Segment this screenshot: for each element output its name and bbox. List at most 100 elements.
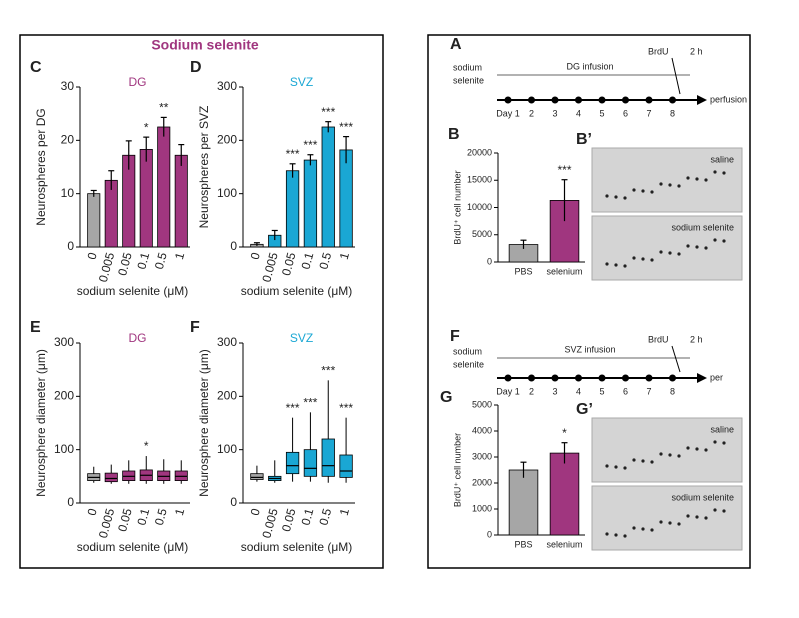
cell <box>677 184 681 188</box>
day: 8 <box>670 108 675 118</box>
cell <box>686 446 690 450</box>
treatment: selenite <box>453 75 484 85</box>
significance: *** <box>557 163 571 177</box>
cell <box>632 256 636 260</box>
x-tick-label: 0.5 <box>152 507 170 527</box>
x-tick-label: 0.1 <box>134 251 152 271</box>
x-tick-label: 0.5 <box>152 251 170 271</box>
y-axis-label: Neurosphere diameter (μm) <box>197 349 211 497</box>
panel-label: F <box>450 328 460 345</box>
significance: *** <box>286 147 300 161</box>
x-tick-label: 0.5 <box>316 251 334 271</box>
day-dot <box>669 96 676 104</box>
y-tick-label: 0 <box>487 529 492 539</box>
x-tick-label: 0.1 <box>299 507 317 527</box>
figure-title: Sodium selenite <box>151 37 259 53</box>
day-dot <box>504 374 512 382</box>
y-tick-label: 100 <box>217 186 237 200</box>
day: 4 <box>576 108 581 118</box>
cell <box>695 245 699 249</box>
panel-label: A <box>450 36 462 53</box>
day-dot <box>622 96 629 104</box>
y-tick-label: 300 <box>217 335 237 349</box>
y-tick-label: 200 <box>217 133 237 147</box>
y-axis-label: Neurospheres per SVZ <box>197 106 211 229</box>
day: 7 <box>646 108 651 118</box>
cell <box>650 528 654 532</box>
chart-title: SVZ <box>290 75 313 89</box>
cell <box>623 466 627 470</box>
box <box>321 438 335 477</box>
image-label: saline <box>710 154 734 164</box>
bar <box>104 179 118 248</box>
cell <box>722 171 726 175</box>
end: perfusion <box>710 94 747 104</box>
cell <box>659 182 663 186</box>
y-tick-label: 0 <box>230 495 237 509</box>
cell <box>686 514 690 518</box>
day: 6 <box>623 386 628 396</box>
y-axis-label: Neurosphere diameter (μm) <box>34 349 48 497</box>
treatment: selenite <box>453 359 484 369</box>
cell <box>704 448 708 452</box>
y-tick-label: 15000 <box>467 175 492 185</box>
x-tick-label: 0 <box>248 251 263 261</box>
x-tick-label: 0.05 <box>115 251 135 277</box>
x-tick-label: 0.05 <box>115 507 135 533</box>
day-dot <box>645 96 653 104</box>
day: 5 <box>599 108 604 118</box>
cell <box>614 263 618 267</box>
cell <box>677 454 681 458</box>
panel-label: F <box>190 319 200 336</box>
x-tick-label: 0.1 <box>134 507 152 527</box>
day: 4 <box>576 386 581 396</box>
y-axis-label: BrdU⁺ cell number <box>452 170 462 244</box>
y-tick-label: 200 <box>54 389 74 403</box>
cell <box>641 459 645 463</box>
x-tick-label: 0.005 <box>259 507 280 540</box>
significance: *** <box>339 120 353 134</box>
x-axis-label: sodium selenite (μM) <box>77 540 189 554</box>
significance: * <box>562 426 567 440</box>
x-tick-label: PBS <box>514 539 532 549</box>
cell <box>650 190 654 194</box>
day-dot <box>528 96 535 104</box>
left-frame <box>19 34 384 569</box>
day: 3 <box>552 108 557 118</box>
y-tick-label: 2000 <box>472 477 492 487</box>
y-tick-label: 10000 <box>467 202 492 212</box>
panel-label: G’ <box>576 401 593 418</box>
cell <box>713 508 717 512</box>
x-tick-label: 0.05 <box>279 251 299 277</box>
y-tick-label: 1000 <box>472 503 492 513</box>
cell <box>650 460 654 464</box>
significance: *** <box>339 401 353 415</box>
bar <box>339 149 353 248</box>
y-tick-label: 5000 <box>472 229 492 239</box>
x-tick-label: selenium <box>546 539 582 549</box>
day: 7 <box>646 386 651 396</box>
end: per <box>710 372 723 382</box>
cell <box>632 458 636 462</box>
day: 6 <box>623 108 628 118</box>
y-tick-label: 300 <box>217 79 237 93</box>
box <box>250 473 264 480</box>
panel-label: B <box>448 126 460 143</box>
micrograph <box>591 215 743 281</box>
cell <box>659 250 663 254</box>
cell <box>713 440 717 444</box>
cell <box>623 534 627 538</box>
cell <box>695 515 699 519</box>
day-dot <box>575 96 582 104</box>
panel-label: D <box>190 59 202 76</box>
bar <box>87 193 101 248</box>
cell <box>695 447 699 451</box>
bar <box>139 148 153 248</box>
x-tick-label: 0 <box>248 507 263 517</box>
right-frame <box>427 34 751 569</box>
y-axis-label: Neurospheres per DG <box>34 108 48 225</box>
cell <box>614 195 618 199</box>
cell <box>641 527 645 531</box>
bar <box>508 469 539 536</box>
